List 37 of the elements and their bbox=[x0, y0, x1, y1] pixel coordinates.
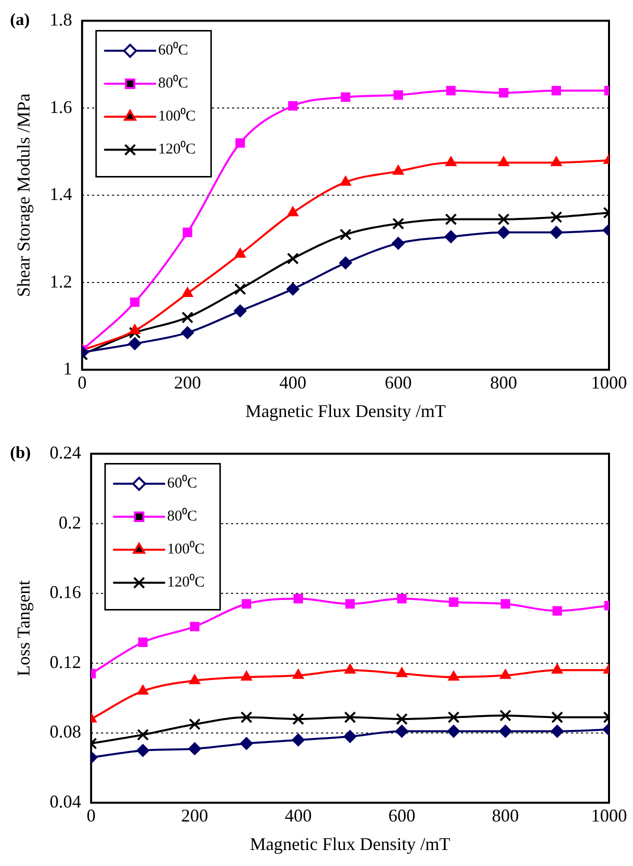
x-tick-label: 400 bbox=[279, 372, 306, 392]
chart-title: (a) bbox=[10, 10, 30, 30]
x-tick-label: 200 bbox=[174, 372, 201, 392]
y-tick-label: 1.2 bbox=[50, 271, 72, 292]
y-tick-label: 1.4 bbox=[50, 184, 72, 204]
legend-label: 80⁰C bbox=[158, 74, 188, 92]
legend-label: 100⁰C bbox=[158, 108, 196, 125]
y-tick-label: 1.8 bbox=[50, 10, 72, 30]
legend-label: 120⁰C bbox=[167, 574, 205, 591]
legend-label: 60⁰C bbox=[158, 42, 188, 59]
y-tick-label: 1.6 bbox=[50, 96, 72, 117]
y-tick-label: 0.2 bbox=[58, 512, 82, 532]
x-axis-title: Magnetic Flux Density /mT bbox=[250, 834, 450, 854]
x-tick-label: 1000 bbox=[591, 805, 627, 826]
y-axis-title: Shear Storage Moduls /MPa bbox=[14, 94, 34, 298]
chart-title: (b) bbox=[10, 443, 31, 462]
legend-label: 100⁰C bbox=[167, 540, 205, 558]
y-tick-label: 0.24 bbox=[50, 442, 82, 463]
x-axis-title: Magnetic Flux Density /mT bbox=[245, 400, 446, 421]
x-tick-label: 800 bbox=[490, 372, 518, 392]
x-tick-label: 800 bbox=[492, 805, 519, 826]
legend-label: 80⁰C bbox=[167, 508, 198, 525]
x-tick-label: 0 bbox=[78, 372, 87, 392]
x-tick-label: 1000 bbox=[591, 372, 627, 392]
legend-label: 60⁰C bbox=[167, 474, 198, 492]
y-tick-label: 0.16 bbox=[50, 582, 82, 602]
y-axis-title: Loss Tangent bbox=[14, 580, 34, 676]
x-tick-label: 400 bbox=[284, 805, 312, 826]
y-tick-label: 0.04 bbox=[50, 792, 82, 812]
y-tick-label: 0.08 bbox=[50, 722, 82, 742]
x-tick-label: 200 bbox=[181, 805, 208, 826]
x-tick-label: 0 bbox=[86, 805, 96, 826]
y-tick-label: 0.12 bbox=[50, 652, 82, 672]
x-tick-label: 600 bbox=[388, 805, 416, 826]
x-tick-label: 600 bbox=[384, 372, 412, 392]
y-tick-label: 1 bbox=[63, 358, 72, 379]
legend-label: 120⁰C bbox=[158, 140, 196, 158]
